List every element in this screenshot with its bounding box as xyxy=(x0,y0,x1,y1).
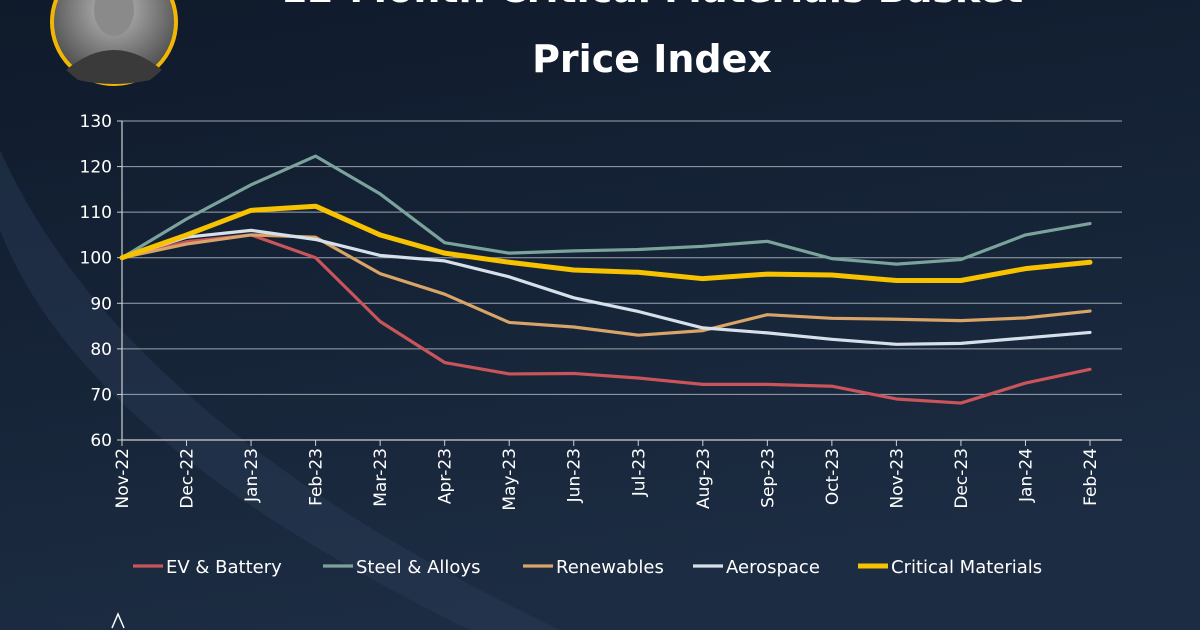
series-line xyxy=(120,154,1092,266)
x-tick-label: Jun-23 xyxy=(565,448,585,503)
y-tick-label: 100 xyxy=(80,249,112,269)
x-tick-label: Dec-23 xyxy=(952,448,972,509)
series-line xyxy=(120,228,1092,346)
y-tick-label: 90 xyxy=(90,294,112,314)
title-group: 12-Month Critical Materials BasketPrice … xyxy=(281,0,1023,81)
x-tick-label: Nov-22 xyxy=(113,448,133,509)
x-tick-label: May-23 xyxy=(500,448,520,511)
x-tick-label: Oct-23 xyxy=(823,448,843,505)
y-tick-label: 60 xyxy=(90,431,112,451)
legend-label: EV & Battery xyxy=(166,557,282,578)
x-tick-label: Dec-22 xyxy=(178,448,198,509)
series-line xyxy=(119,203,1093,283)
y-tick-label: 110 xyxy=(80,203,112,223)
y-tick-label: 120 xyxy=(80,158,112,178)
x-tick-label: Feb-23 xyxy=(307,448,327,506)
legend-label: Critical Materials xyxy=(891,557,1042,578)
x-tick-label: Apr-23 xyxy=(436,448,456,504)
y-tick-label: 70 xyxy=(90,385,112,405)
chart-title: 12-Month Critical Materials BasketPrice … xyxy=(281,0,1023,81)
avatar-face xyxy=(94,0,134,36)
legend-label: Steel & Alloys xyxy=(356,557,480,578)
legend-label: Aerospace xyxy=(726,557,820,578)
x-tick-label: Sep-23 xyxy=(758,448,778,508)
axes: 60 70 80 90 100 110 120 130 Nov-22 Dec-22 Jan-23 Fe… xyxy=(80,112,1122,511)
y-tick-label: 80 xyxy=(90,340,112,360)
x-tick-label: Jan-24 xyxy=(1016,448,1036,503)
avatar xyxy=(50,0,178,86)
series-lines xyxy=(119,154,1093,405)
x-tick-label: Mar-23 xyxy=(371,448,391,507)
y-tick-label: 130 xyxy=(80,112,112,132)
legend: EV & Battery Steel & Alloys Renewables Aero… xyxy=(133,557,1042,578)
x-tick-label: Feb-24 xyxy=(1081,448,1101,506)
logo xyxy=(111,612,125,629)
avatar-shoulders xyxy=(66,50,162,84)
x-tick-label: Nov-23 xyxy=(887,448,907,509)
background-arc xyxy=(0,150,560,630)
x-tick-label: Jan-23 xyxy=(242,448,262,503)
x-tick-label: Jul-23 xyxy=(629,448,649,497)
series-line xyxy=(120,233,1092,405)
legend-label: Renewables xyxy=(556,557,664,578)
x-tick-label: Aug-23 xyxy=(694,448,714,509)
